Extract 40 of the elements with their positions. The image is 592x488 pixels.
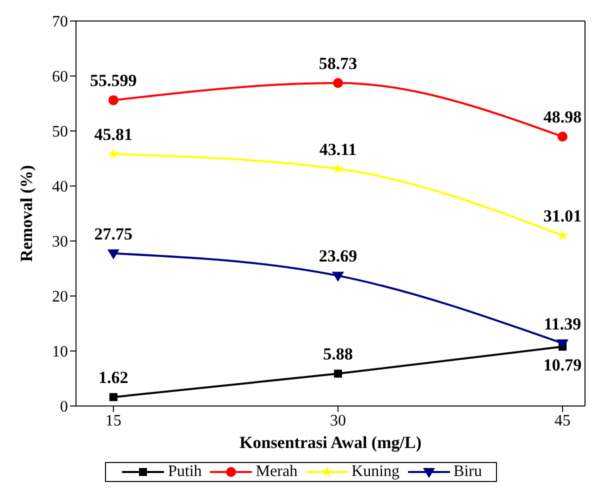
point <box>558 132 568 142</box>
point <box>109 393 118 402</box>
legend-label: Biru <box>454 463 482 481</box>
x-axis-title: Konsentrasi Awal (mg/L) <box>240 433 422 452</box>
data-label: 1.62 <box>98 368 128 388</box>
y-tick-label: 60 <box>52 68 68 86</box>
data-label: 55.599 <box>90 71 137 90</box>
data-label: 5.88 <box>323 344 353 364</box>
point <box>107 249 120 260</box>
data-label: 31.01 <box>543 206 582 226</box>
point <box>332 78 343 88</box>
point <box>108 148 120 159</box>
y-axis-title: Removal (%) <box>17 165 36 262</box>
x-tick-label: 30 <box>330 412 346 430</box>
x-tick-label: 45 <box>554 412 571 430</box>
data-label: 48.98 <box>543 108 582 127</box>
data-label: 27.75 <box>94 224 133 244</box>
y-tick-label: 40 <box>52 178 68 196</box>
data-label: 45.81 <box>94 125 133 144</box>
y-tick-label: 30 <box>52 234 68 251</box>
data-label: 11.39 <box>544 314 582 334</box>
y-tick-label: 0 <box>60 398 68 416</box>
x-tick-label: 15 <box>105 412 122 430</box>
point <box>332 162 344 174</box>
point <box>556 229 568 240</box>
point <box>334 370 342 378</box>
point <box>556 339 569 350</box>
legend-label: Putih <box>168 463 202 481</box>
point <box>108 95 118 106</box>
legend-label: Merah <box>256 463 298 481</box>
y-tick-label: 50 <box>52 124 68 141</box>
point <box>332 272 344 282</box>
y-tick-label: 20 <box>52 288 68 306</box>
data-label: 58.73 <box>318 54 358 73</box>
y-tick-label: 10 <box>52 344 68 361</box>
y-tick-label: 70 <box>52 14 68 31</box>
data-label: 23.69 <box>318 246 358 266</box>
data-label: 10.79 <box>543 356 582 375</box>
legend-label: Kuning <box>352 463 400 481</box>
data-label: 43.11 <box>319 140 357 159</box>
